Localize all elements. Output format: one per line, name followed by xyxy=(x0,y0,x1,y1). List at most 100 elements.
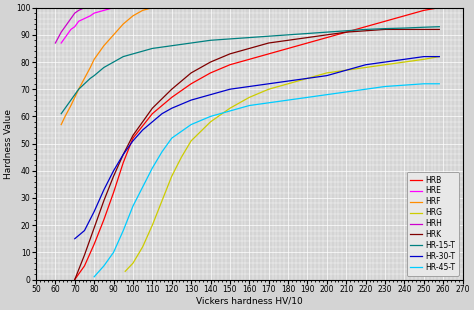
HR-45-T xyxy=(305,95,310,99)
HRE xyxy=(149,6,155,10)
HRK xyxy=(188,71,194,75)
HR-45-T xyxy=(324,93,330,96)
HR-15-T xyxy=(82,82,87,86)
HR-30-T xyxy=(343,68,349,72)
HRH xyxy=(53,41,58,45)
HRG xyxy=(285,82,291,86)
HR-15-T xyxy=(169,44,174,47)
HR-30-T xyxy=(305,77,310,80)
HRG xyxy=(122,269,128,273)
HRG xyxy=(305,77,310,80)
HR-15-T xyxy=(72,93,78,96)
HR-45-T xyxy=(188,123,194,126)
HRG xyxy=(188,139,194,143)
HR-30-T xyxy=(82,229,87,232)
HRB xyxy=(401,14,407,18)
HR-30-T xyxy=(149,120,155,124)
HR-30-T xyxy=(111,169,117,173)
Line: HRB: HRB xyxy=(75,8,439,280)
HR-30-T xyxy=(140,128,146,132)
HRE xyxy=(101,8,107,12)
HRE xyxy=(130,6,136,10)
HRF xyxy=(159,6,165,10)
HRF xyxy=(130,14,136,18)
HR-45-T xyxy=(382,85,388,88)
HRG xyxy=(363,66,368,69)
HR-30-T xyxy=(401,57,407,61)
HRF xyxy=(149,6,155,10)
HRK xyxy=(208,60,213,64)
HRF xyxy=(62,114,68,118)
HRK xyxy=(169,87,174,91)
HRK xyxy=(343,30,349,34)
HRB xyxy=(111,191,117,194)
HRB xyxy=(246,57,252,61)
HRK xyxy=(401,28,407,31)
HRF xyxy=(91,57,97,61)
HRE xyxy=(87,14,93,18)
HRK xyxy=(140,120,146,124)
HR-30-T xyxy=(101,188,107,192)
Y-axis label: Hardness Value: Hardness Value xyxy=(4,108,13,179)
HR-15-T xyxy=(343,29,349,33)
HR-45-T xyxy=(120,229,126,232)
HRH xyxy=(87,6,93,10)
HR-45-T xyxy=(140,185,146,189)
HR-15-T xyxy=(62,106,68,110)
HRG xyxy=(246,95,252,99)
HRG xyxy=(140,245,146,249)
HR-15-T xyxy=(188,41,194,45)
HR-45-T xyxy=(343,90,349,94)
HR-30-T xyxy=(285,79,291,83)
Line: HRK: HRK xyxy=(75,29,439,280)
HRH xyxy=(58,30,64,34)
HRB xyxy=(324,36,330,39)
HRF xyxy=(72,95,78,99)
HR-45-T xyxy=(246,104,252,107)
HRK xyxy=(324,33,330,37)
HRK xyxy=(91,226,97,230)
HRK xyxy=(437,28,442,31)
HR-30-T xyxy=(120,153,126,156)
HR-45-T xyxy=(111,250,117,254)
HR-15-T xyxy=(120,55,126,59)
HRF xyxy=(58,123,64,126)
HRH xyxy=(72,11,78,15)
HR-15-T xyxy=(76,87,82,91)
HR-15-T xyxy=(437,25,442,29)
HR-45-T xyxy=(208,114,213,118)
HR-30-T xyxy=(363,63,368,67)
HRK xyxy=(285,38,291,42)
HR-15-T xyxy=(111,60,117,64)
HR-45-T xyxy=(266,101,272,105)
HR-45-T xyxy=(437,82,442,86)
HRG xyxy=(169,174,174,178)
HRB xyxy=(437,6,442,10)
HR-45-T xyxy=(130,204,136,208)
HRF xyxy=(87,66,93,69)
HR-30-T xyxy=(159,112,165,116)
HR-15-T xyxy=(246,36,252,39)
HRB xyxy=(363,25,368,29)
HRB xyxy=(305,41,310,45)
HR-30-T xyxy=(324,74,330,78)
HRK xyxy=(82,253,87,257)
HR-45-T xyxy=(91,275,97,279)
Line: HRE: HRE xyxy=(61,8,152,43)
HRH xyxy=(76,8,82,12)
HRG xyxy=(421,57,427,61)
HRG xyxy=(159,199,165,202)
HR-15-T xyxy=(149,46,155,50)
HRH xyxy=(68,17,74,20)
HRF xyxy=(140,8,146,12)
HR-15-T xyxy=(58,112,64,116)
HR-15-T xyxy=(130,52,136,56)
HRK xyxy=(72,278,78,281)
HRK xyxy=(363,29,368,33)
HRB xyxy=(72,278,78,281)
HR-15-T xyxy=(363,28,368,31)
Line: HRH: HRH xyxy=(55,8,90,43)
HR-30-T xyxy=(91,210,97,213)
HR-30-T xyxy=(246,85,252,88)
HR-30-T xyxy=(188,98,194,102)
